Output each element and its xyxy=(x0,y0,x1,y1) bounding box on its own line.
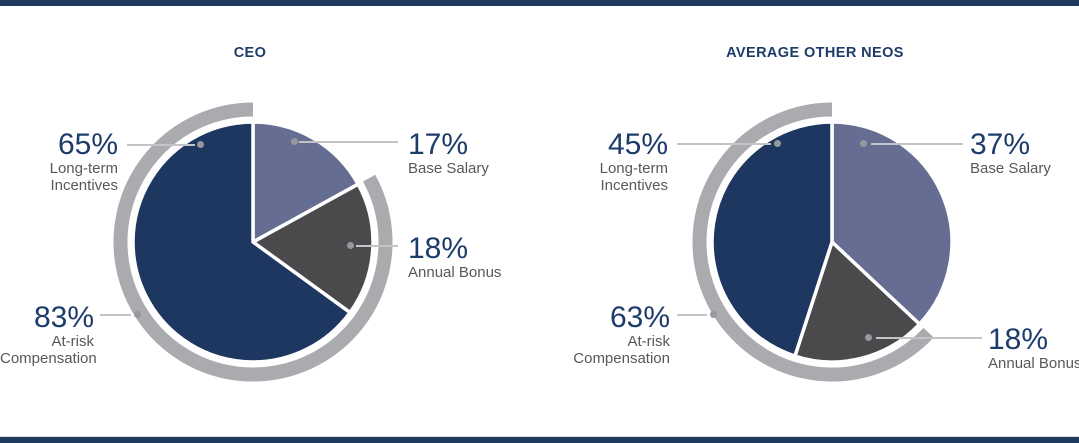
ceo-pie-chart xyxy=(113,102,393,382)
pie-slice-annual-bonus xyxy=(793,240,922,364)
pie-slice-base-salary xyxy=(830,120,954,326)
top-accent-bar xyxy=(0,0,1079,6)
leader-dot xyxy=(291,138,298,145)
neos-atrisk-label: At-risk Compensation xyxy=(573,333,670,367)
neos-base-label: Base Salary xyxy=(970,160,1051,177)
neos-lti-label: Long-term Incentives xyxy=(599,160,668,194)
leader-line xyxy=(100,314,131,316)
pie-slice-base-salary xyxy=(251,120,360,244)
leader-dot xyxy=(774,140,781,147)
leader-line xyxy=(299,141,398,143)
pie-slice-long-term-incentives xyxy=(710,120,834,358)
ceo-callout-at-risk: 83% At-risk Compensation xyxy=(0,301,97,367)
at-risk-ring xyxy=(692,102,934,382)
neos-pie-chart xyxy=(692,102,954,382)
pie-slice-annual-bonus xyxy=(251,182,375,315)
ceo-bonus-label: Annual Bonus xyxy=(408,264,502,281)
neos-callout-at-risk: 63% At-risk Compensation xyxy=(558,303,670,367)
neos-base-percent: 37% xyxy=(970,128,1031,161)
leader-dot xyxy=(347,242,354,249)
ceo-lti-percent: 65% xyxy=(57,128,118,161)
leader-line xyxy=(677,143,771,145)
ceo-base-percent: 17% xyxy=(408,128,469,161)
leader-line xyxy=(356,245,398,247)
ceo-callout-base-salary: 17% Base Salary xyxy=(408,130,538,178)
leader-dot xyxy=(197,141,204,148)
ceo-lti-label: Long-term Incentives xyxy=(49,160,118,194)
ceo-base-label: Base Salary xyxy=(408,160,489,177)
neos-atrisk-percent: 63% xyxy=(609,301,670,334)
bottom-hairline xyxy=(0,436,1079,437)
neos-callout-base-salary: 37% Base Salary xyxy=(970,130,1079,178)
leader-dot xyxy=(710,311,717,318)
bottom-accent-bar xyxy=(0,437,1079,443)
ceo-callout-long-term-incentives: 65% Long-term Incentives xyxy=(10,130,118,194)
at-risk-ring xyxy=(113,102,393,382)
ceo-atrisk-label: At-risk Compensation xyxy=(0,333,97,367)
ceo-atrisk-percent: 83% xyxy=(33,301,94,334)
leader-line xyxy=(876,337,982,339)
leader-line xyxy=(677,314,707,316)
neos-callout-annual-bonus: 18% Annual Bonus xyxy=(988,325,1079,373)
pie-slice-long-term-incentives xyxy=(131,120,352,364)
leader-dot xyxy=(134,311,141,318)
neos-bonus-percent: 18% xyxy=(988,323,1049,356)
leader-dot xyxy=(865,334,872,341)
leader-dot xyxy=(860,140,867,147)
ceo-bonus-percent: 18% xyxy=(408,232,469,265)
leader-line xyxy=(871,143,963,145)
neos-bonus-label: Annual Bonus xyxy=(988,355,1079,372)
leader-line xyxy=(127,144,195,146)
neos-chart-title: AVERAGE OTHER NEOS xyxy=(726,45,904,61)
neos-lti-percent: 45% xyxy=(607,128,668,161)
ceo-callout-annual-bonus: 18% Annual Bonus xyxy=(408,234,538,282)
ceo-chart-title: CEO xyxy=(233,45,267,61)
neos-callout-long-term-incentives: 45% Long-term Incentives xyxy=(560,130,668,194)
